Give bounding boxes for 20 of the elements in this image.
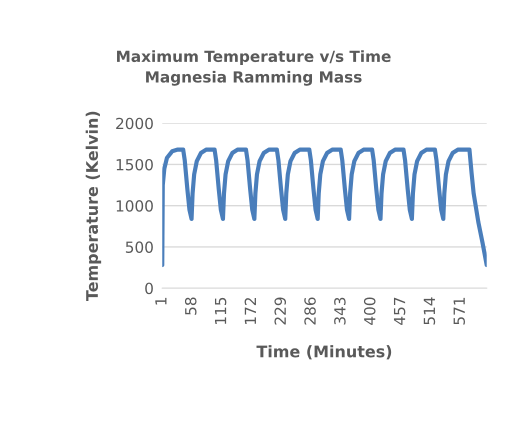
x-axis-title: Time (Minutes) (256, 345, 392, 360)
y-tick-label: 2000 (116, 118, 153, 130)
y-axis-title: Temperature (Kelvin) (86, 112, 102, 301)
y-tick-label: 500 (126, 241, 153, 253)
x-tick-label: 400 (364, 298, 376, 325)
y-tick-label: 1500 (116, 158, 153, 170)
x-tick-label: 229 (274, 298, 286, 325)
x-tick-label: 571 (454, 298, 465, 324)
chart-title: Maximum Temperature v/s Time Magnesia Ramming Mass (117, 50, 391, 86)
x-tick-label: 172 (244, 298, 256, 324)
x-tick-label: 343 (334, 298, 346, 324)
x-tick-label: 58 (184, 298, 197, 315)
y-tick-label: 0 (145, 282, 153, 294)
x-tick-label: 514 (424, 297, 436, 324)
x-tick-label: 457 (394, 298, 406, 325)
line-series (162, 148, 487, 268)
x-tick-label: 115 (214, 298, 226, 324)
x-tick-label: 286 (304, 297, 316, 325)
x-tick-label: 1 (155, 298, 166, 305)
y-tick-label: 1000 (116, 200, 153, 212)
